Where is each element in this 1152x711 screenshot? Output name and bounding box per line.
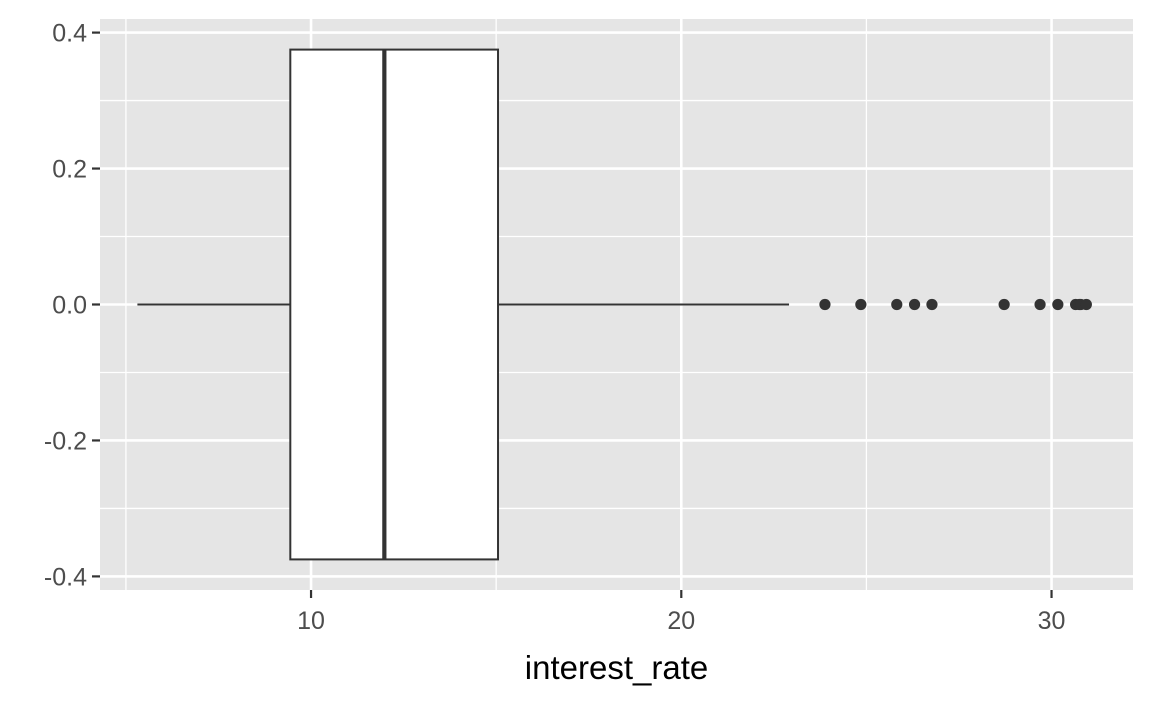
box-marks xyxy=(137,48,790,561)
x-tick-label: 10 xyxy=(297,607,325,635)
y-tick-label: 0.2 xyxy=(52,156,87,184)
outlier-point xyxy=(926,298,938,311)
x-tick-label: 30 xyxy=(1038,607,1066,635)
x-axis-title: interest_rate xyxy=(525,649,708,686)
y-tick-label: -0.2 xyxy=(44,427,87,455)
outlier-point xyxy=(908,298,921,311)
x-tick-label: 20 xyxy=(667,607,695,635)
outlier-point xyxy=(819,298,831,311)
outlier-point xyxy=(998,298,1010,311)
outlier-point xyxy=(1080,298,1092,311)
y-tick-label: 0.0 xyxy=(52,292,87,320)
outlier-point xyxy=(1034,298,1046,311)
box-iqr xyxy=(289,48,500,561)
y-axis: -0.4 -0.2 0.0 0.2 0.4 xyxy=(44,20,100,591)
outlier-points xyxy=(819,298,1092,311)
outlier-point xyxy=(891,298,903,311)
outlier-point xyxy=(855,298,867,311)
x-axis: 10 20 30 xyxy=(297,590,1065,635)
outlier-point xyxy=(1052,298,1064,311)
y-tick-label: -0.4 xyxy=(44,563,87,591)
y-tick-label: 0.4 xyxy=(52,20,87,48)
